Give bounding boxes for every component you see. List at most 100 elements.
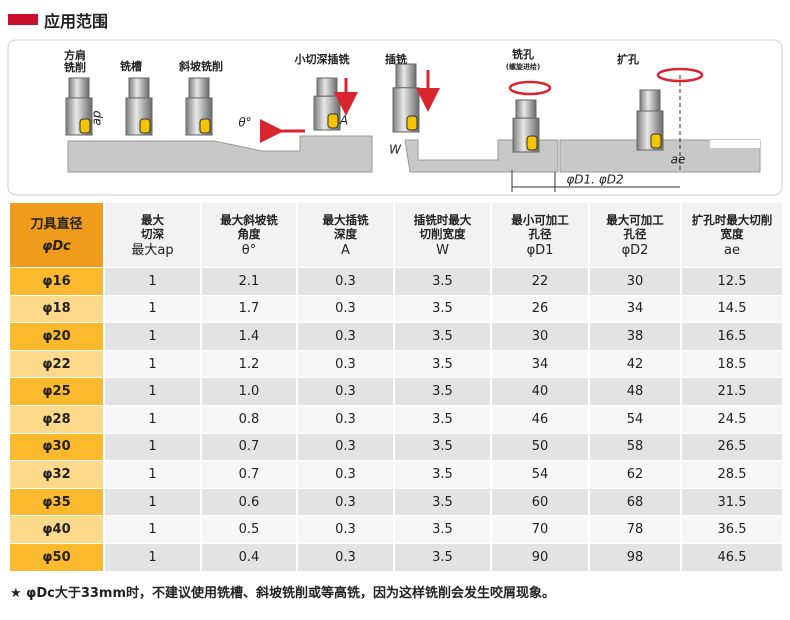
header-text: A <box>341 242 350 258</box>
table-cell: 最大可加工 孔径 φD2 <box>588 203 682 268</box>
table-cell: φ22 <box>8 350 105 379</box>
header-text: 宽度 <box>720 226 744 241</box>
header-text: θ° <box>241 242 257 258</box>
table-cell: 1 <box>103 460 202 489</box>
table-cell: 最小可加工 孔径 φD1 <box>490 203 590 268</box>
header-text: 最大斜坡铣 <box>220 212 278 227</box>
operation-label: 插铣 <box>385 52 407 66</box>
table-cell: 28.5 <box>680 460 784 489</box>
insert <box>526 135 538 151</box>
operation-label: (螺旋进给) <box>506 62 540 71</box>
table-cell: 30 <box>490 322 590 351</box>
header-text: 角度 <box>237 226 261 241</box>
table-cell: φ18 <box>8 295 105 324</box>
table-row: φ28 1 0.8 0.3 3.5 46 54 24.5 <box>8 405 784 434</box>
table-cell: 3.5 <box>393 350 492 379</box>
table-cell: 插铣时最大 切削宽度 W <box>393 203 492 268</box>
header-text: ae <box>724 242 740 258</box>
table-cell: 0.3 <box>296 488 395 517</box>
table-cell: 2.1 <box>200 267 298 296</box>
tool-shank <box>395 63 417 89</box>
header-text: φDc <box>42 238 71 254</box>
dim-ap: ap <box>90 110 104 125</box>
header-text: 孔径 <box>528 226 552 241</box>
table-cell: 30 <box>588 267 682 296</box>
header-text: 扩孔时最大切削 <box>691 212 773 227</box>
table-cell: 54 <box>490 460 590 489</box>
table-cell: 46.5 <box>680 543 784 572</box>
table-cell: 最大插铣 深度 A <box>296 203 395 268</box>
table-cell: 0.3 <box>296 267 395 296</box>
table-cell: 1 <box>103 350 202 379</box>
table-cell: 78 <box>588 515 682 544</box>
table-cell: 34 <box>490 350 590 379</box>
table-row: φ25 1 1.0 0.3 3.5 40 48 21.5 <box>8 377 784 406</box>
table-row: φ18 1 1.7 0.3 3.5 26 34 14.5 <box>8 295 784 324</box>
table-cell: 50 <box>490 433 590 462</box>
dim-w: W <box>389 143 402 157</box>
table-cell: 68 <box>588 488 682 517</box>
insert <box>406 115 418 131</box>
workpiece-step <box>690 140 760 148</box>
table-cell: φ20 <box>8 322 105 351</box>
header-text: 最大可加工 <box>606 212 664 227</box>
tool-shank <box>128 77 150 99</box>
footnote: ★ φDc大于33mm时，不建议使用铣槽、斜坡铣削或等高铣，因为这样铣削会发生咬… <box>10 586 556 601</box>
insert <box>327 113 339 129</box>
table-cell: 刀具直径 φDc <box>8 203 105 268</box>
table-cell: 1 <box>103 433 202 462</box>
spec-table: 刀具直径 φDc 最大 切深 最大ap 最大斜坡铣 角度 θ° 最大插铣 深度 A 插铣时最大 切削宽度… <box>8 203 784 572</box>
rotation-arrow <box>656 67 704 83</box>
header-text: 最大 <box>141 212 164 227</box>
table-cell: 62 <box>588 460 682 489</box>
table-cell: 42 <box>588 350 682 379</box>
table-cell: φ28 <box>8 405 105 434</box>
table-cell: 26.5 <box>680 433 784 462</box>
table-cell: 1 <box>103 295 202 324</box>
table-cell: 1.4 <box>200 322 298 351</box>
table-cell: 3.5 <box>393 433 492 462</box>
table-cell: 14.5 <box>680 295 784 324</box>
table-cell: 最大 切深 最大ap <box>103 203 202 268</box>
table-cell: 0.8 <box>200 405 298 434</box>
tool-shank <box>639 89 661 112</box>
table-cell: 48 <box>588 377 682 406</box>
table-cell: 1.7 <box>200 295 298 324</box>
table-cell: 0.7 <box>200 433 298 462</box>
table-cell: 0.7 <box>200 460 298 489</box>
table-cell: 0.6 <box>200 488 298 517</box>
table-cell: 0.3 <box>296 295 395 324</box>
dim-theta: θ° <box>238 116 251 130</box>
table-cell: 1 <box>103 488 202 517</box>
table-row: φ50 1 0.4 0.3 3.5 90 98 46.5 <box>8 543 784 572</box>
table-cell: 1.0 <box>200 377 298 406</box>
table-row: φ22 1 1.2 0.3 3.5 34 42 18.5 <box>8 350 784 379</box>
dim-ae: ae <box>671 153 686 167</box>
table-cell: 0.3 <box>296 433 395 462</box>
table-cell: 54 <box>588 405 682 434</box>
table-cell: 0.3 <box>296 377 395 406</box>
table-cell: 58 <box>588 433 682 462</box>
operation-label: 斜坡铣削 <box>178 59 223 73</box>
header-text: 插铣时最大 <box>413 212 472 227</box>
table-cell: 12.5 <box>680 267 784 296</box>
table-cell: 60 <box>490 488 590 517</box>
table-cell: 3.5 <box>393 488 492 517</box>
table-cell: 1.2 <box>200 350 298 379</box>
table-cell: 24.5 <box>680 405 784 434</box>
dim-d: φD1. φD2 <box>566 173 623 187</box>
table-cell: 3.5 <box>393 295 492 324</box>
table-row: φ32 1 0.7 0.3 3.5 54 62 28.5 <box>8 460 784 489</box>
table-cell: φ32 <box>8 460 105 489</box>
table-cell: φ30 <box>8 433 105 462</box>
title-marker <box>8 14 38 25</box>
table-cell: 3.5 <box>393 405 492 434</box>
tool-shank <box>188 77 210 99</box>
tool-shank <box>316 77 338 97</box>
header-text: 孔径 <box>623 226 647 241</box>
header-text: 切削宽度 <box>419 226 466 241</box>
table-cell: 31.5 <box>680 488 784 517</box>
header-text: 最大ap <box>131 242 174 258</box>
header-text: W <box>436 242 449 258</box>
